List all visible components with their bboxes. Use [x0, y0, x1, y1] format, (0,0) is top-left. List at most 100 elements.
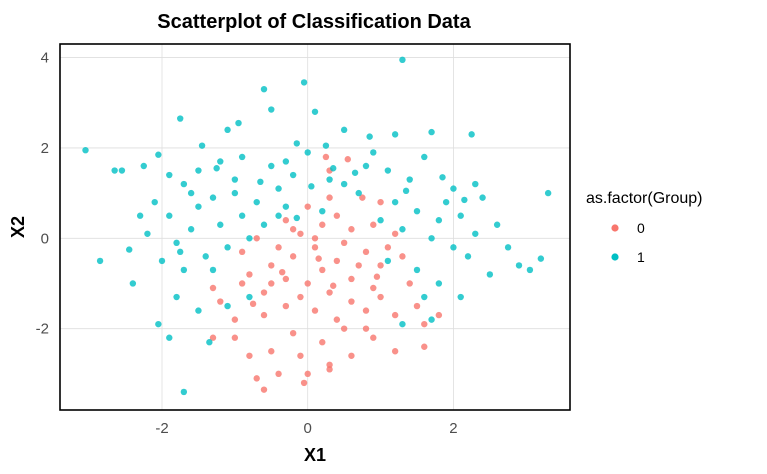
point-group-1 [144, 230, 151, 237]
point-group-1 [180, 388, 188, 396]
point-group-0 [231, 334, 239, 341]
point-group-1 [213, 165, 220, 172]
point-group-0 [362, 325, 370, 332]
point-group-0 [370, 334, 377, 341]
point-group-0 [275, 370, 282, 378]
point-group-0 [282, 302, 290, 310]
y-tick-label: 4 [41, 50, 49, 67]
point-group-1 [457, 293, 464, 301]
point-group-1 [340, 180, 348, 188]
point-group-0 [297, 352, 304, 359]
legend-label-group-1: 1 [637, 249, 645, 265]
point-group-0 [326, 289, 333, 296]
point-group-0 [246, 352, 253, 359]
point-group-0 [333, 212, 341, 219]
point-group-0 [304, 203, 311, 210]
point-group-0 [333, 257, 341, 265]
point-group-0 [362, 307, 370, 314]
point-group-1 [472, 230, 479, 237]
point-group-1 [268, 162, 275, 170]
point-group-1 [322, 142, 330, 149]
point-group-0 [391, 311, 399, 319]
point-group-0 [421, 320, 428, 328]
point-group-1 [537, 255, 545, 262]
point-group-0 [348, 275, 355, 283]
point-group-0 [373, 273, 381, 280]
point-group-1 [217, 158, 224, 165]
point-group-0 [326, 194, 333, 201]
point-group-0 [231, 316, 239, 323]
point-group-1 [366, 133, 373, 140]
point-group-1 [195, 307, 202, 314]
point-group-0 [311, 244, 319, 251]
point-group-0 [359, 194, 366, 201]
point-group-1 [468, 131, 475, 138]
point-group-1 [493, 221, 501, 228]
point-group-1 [173, 239, 180, 247]
point-group-1 [166, 212, 173, 219]
point-group-0 [319, 339, 326, 346]
point-group-1 [515, 262, 523, 269]
point-group-1 [166, 334, 173, 341]
point-group-0 [246, 271, 253, 278]
point-group-0 [344, 156, 351, 163]
point-group-1 [275, 185, 282, 192]
point-group-0 [289, 226, 297, 233]
point-group-1 [450, 244, 457, 251]
point-group-1 [486, 271, 494, 278]
point-group-1 [209, 266, 217, 274]
point-group-0 [322, 153, 330, 161]
point-group-0 [297, 293, 304, 301]
point-group-1 [464, 253, 472, 260]
point-group-1 [231, 189, 239, 197]
point-group-1 [293, 140, 300, 147]
point-group-0 [421, 343, 428, 350]
point-group-0 [370, 284, 377, 292]
point-group-0 [340, 325, 348, 332]
y-tick-label: 2 [41, 140, 49, 157]
point-group-0 [249, 300, 257, 308]
point-group-1 [253, 198, 260, 206]
point-group-1 [206, 339, 213, 346]
point-group-1 [282, 203, 290, 210]
point-group-1 [151, 198, 158, 206]
point-group-1 [399, 226, 406, 233]
point-group-1 [355, 189, 362, 197]
point-group-1 [195, 203, 202, 210]
x-axis-title: X1 [304, 445, 326, 465]
point-group-1 [289, 171, 297, 179]
point-group-1 [126, 246, 133, 253]
point-group-1 [177, 115, 184, 122]
point-group-1 [504, 244, 512, 251]
point-group-1 [377, 217, 384, 224]
y-tick-label: 0 [41, 230, 49, 247]
point-group-0 [260, 289, 268, 296]
point-group-1 [180, 180, 188, 188]
point-group-0 [209, 284, 217, 292]
point-group-1 [224, 126, 231, 134]
legend-swatch-group-1 [611, 253, 619, 261]
point-group-0 [384, 244, 392, 251]
point-group-1 [461, 196, 468, 204]
point-group-1 [399, 320, 406, 328]
point-group-0 [326, 361, 333, 369]
point-group-0 [362, 248, 370, 256]
point-group-1 [246, 293, 253, 301]
point-group-1 [177, 248, 184, 256]
point-group-1 [472, 180, 479, 188]
point-group-0 [260, 311, 268, 319]
point-group-0 [268, 262, 275, 269]
point-group-1 [224, 302, 231, 310]
legend: as.factor(Group) 0 1 [586, 190, 702, 265]
point-group-1 [238, 153, 246, 161]
point-group-1 [217, 221, 224, 228]
point-group-0 [326, 366, 333, 373]
point-group-0 [355, 262, 362, 269]
point-group-1 [158, 257, 166, 265]
point-group-0 [279, 268, 286, 276]
point-group-0 [289, 253, 297, 260]
plot-panel-border [59, 43, 571, 411]
point-group-1 [111, 167, 118, 174]
x-tick-label: 2 [449, 420, 457, 437]
